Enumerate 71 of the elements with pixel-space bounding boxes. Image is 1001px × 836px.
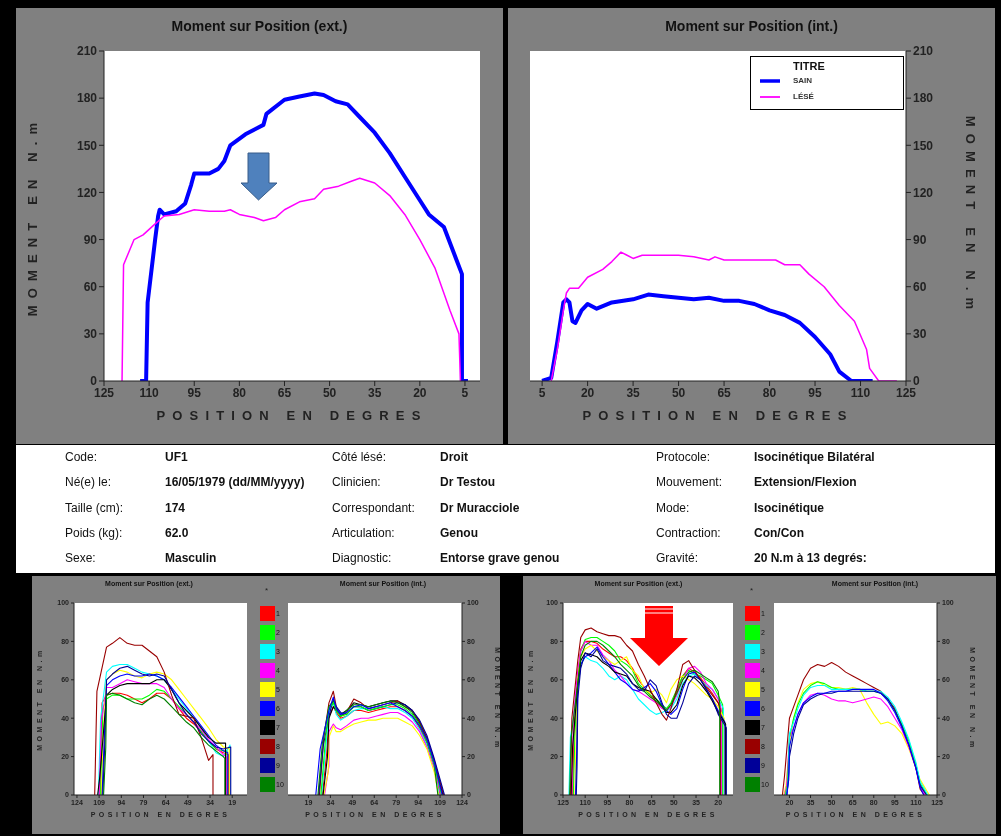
x-tick-label: 50 xyxy=(322,385,337,400)
text: Isocinétique xyxy=(754,500,825,515)
text: Contraction: xyxy=(656,525,721,540)
y-axis-title: MOMENT EN N.m xyxy=(962,115,978,317)
text: Correspondant: xyxy=(332,500,415,515)
text: 20 N.m à 13 degrés: xyxy=(754,551,867,566)
x-tick-label: 80 xyxy=(232,385,247,400)
text: Mode: xyxy=(656,500,690,515)
text: Dr Testou xyxy=(440,475,496,490)
y-tick-label: 150 xyxy=(913,138,934,153)
y-tick-label: 120 xyxy=(913,185,934,200)
text: Né(e) le: xyxy=(65,475,112,490)
x-axis-title: POSITION EN DEGRES xyxy=(581,408,855,423)
y-tick-label: 90 xyxy=(83,232,98,247)
legend-label: SAIN xyxy=(793,76,813,85)
y-tick-label: 120 xyxy=(76,185,98,200)
y-tick-label: 30 xyxy=(83,327,98,342)
text: Masculin xyxy=(165,551,217,566)
text: Con/Con xyxy=(754,525,804,540)
x-tick-label: 20 xyxy=(413,385,427,400)
x-axis-title: POSITION EN DEGRES xyxy=(155,408,429,423)
text: * xyxy=(750,586,754,595)
x-tick-label: 65 xyxy=(277,385,292,400)
y-tick-label: 60 xyxy=(83,279,98,294)
x-tick-label: 80 xyxy=(762,385,777,400)
y-tick-label: 30 xyxy=(913,327,927,342)
text: Taille (cm): xyxy=(65,500,124,515)
x-tick-label: 110 xyxy=(850,385,871,400)
text: Gravité: xyxy=(656,551,699,566)
x-tick-label: 95 xyxy=(187,385,202,400)
y-axis-title: MOMENT EN N.m xyxy=(24,115,40,317)
text: Code: xyxy=(65,450,98,464)
text: Droit xyxy=(440,450,468,464)
x-tick-label: 35 xyxy=(368,385,382,400)
text: Côté lésé: xyxy=(332,450,387,464)
text: UF1 xyxy=(165,450,188,464)
x-tick-label: 50 xyxy=(671,385,686,400)
x-tick-label: 95 xyxy=(808,385,823,400)
text: 16/05/1979 (dd/MM/yyyy) xyxy=(165,475,305,490)
text: Poids (kg): xyxy=(65,525,123,540)
y-tick-label: 210 xyxy=(913,44,934,59)
text: Genou xyxy=(440,525,478,540)
text: * xyxy=(265,586,269,595)
text: Dr Muracciole xyxy=(440,500,520,515)
x-tick-label: 20 xyxy=(580,385,595,400)
legend-label: LÉSÉ xyxy=(793,92,814,101)
text: Extension/Flexion xyxy=(754,475,857,490)
text: Articulation: xyxy=(332,525,395,540)
text: Clinicien: xyxy=(332,475,381,490)
text: Isocinétique Bilatéral xyxy=(754,450,875,464)
x-tick-label: 5 xyxy=(461,385,469,400)
y-tick-label: 60 xyxy=(913,279,927,294)
x-tick-label: 5 xyxy=(538,385,546,400)
text: Protocole: xyxy=(656,450,711,464)
chart-title: Moment sur Position (int.) xyxy=(664,18,839,34)
y-tick-label: 90 xyxy=(913,232,927,247)
text: Entorse grave genou xyxy=(440,551,560,566)
x-tick-label: 35 xyxy=(626,385,641,400)
text: 62.0 xyxy=(165,525,189,540)
y-tick-label: 180 xyxy=(76,91,98,106)
text: Sexe: xyxy=(65,551,96,566)
text: Diagnostic: xyxy=(332,551,392,566)
chart-title: Moment sur Position (ext.) xyxy=(170,18,349,34)
x-tick-label: 110 xyxy=(139,385,160,400)
x-tick-label: 65 xyxy=(717,385,732,400)
y-tick-label: 150 xyxy=(76,138,98,153)
y-tick-label: 210 xyxy=(76,44,98,59)
text: Mouvement: xyxy=(656,475,723,490)
legend-title: TITRE xyxy=(793,60,825,72)
text: 174 xyxy=(165,500,186,515)
y-tick-label: 180 xyxy=(913,91,934,106)
